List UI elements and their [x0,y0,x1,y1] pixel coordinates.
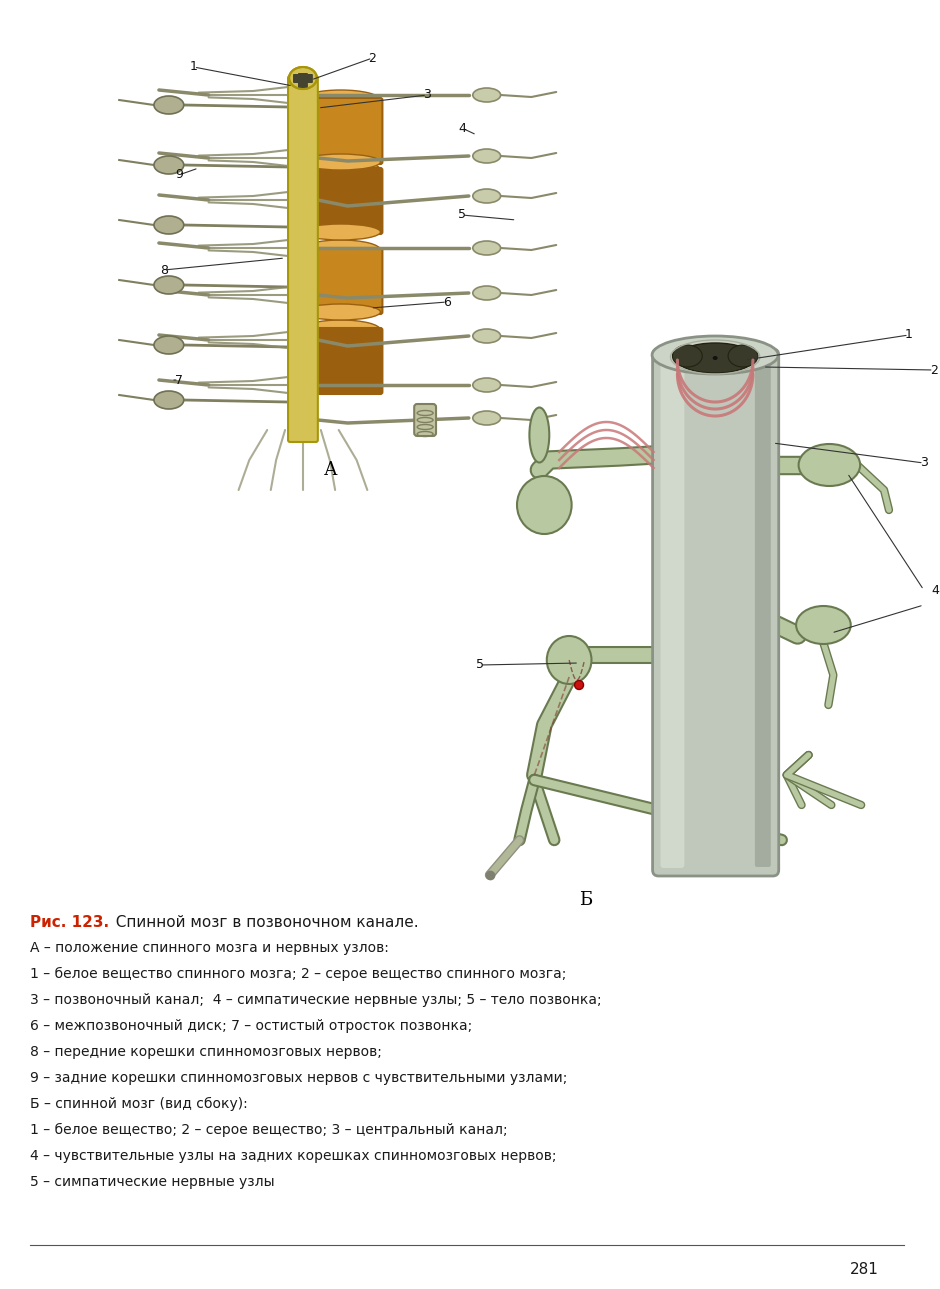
Text: 1: 1 [905,329,913,342]
Ellipse shape [473,378,501,392]
Ellipse shape [672,345,702,367]
Ellipse shape [301,224,381,240]
Ellipse shape [154,217,183,235]
Text: 8 – передние корешки спинномозговых нервов;: 8 – передние корешки спинномозговых нерв… [30,1045,382,1060]
Text: 9 – задние корешки спинномозговых нервов с чувствительными узлами;: 9 – задние корешки спинномозговых нервов… [30,1071,567,1085]
Text: 1: 1 [190,61,197,73]
Ellipse shape [473,241,501,255]
Ellipse shape [652,336,778,374]
Text: 8: 8 [160,263,168,277]
Ellipse shape [796,606,851,644]
Text: 4 – чувствительные узлы на задних корешках спинномозговых нервов;: 4 – чувствительные узлы на задних корешк… [30,1148,556,1163]
FancyBboxPatch shape [652,349,778,877]
Text: 9: 9 [175,169,182,182]
FancyBboxPatch shape [299,98,383,164]
Ellipse shape [547,635,591,684]
Ellipse shape [529,407,549,463]
Text: 7: 7 [175,374,182,387]
Ellipse shape [473,150,501,162]
FancyBboxPatch shape [415,403,436,436]
Ellipse shape [301,90,381,110]
FancyBboxPatch shape [293,73,313,82]
Ellipse shape [154,336,183,354]
FancyBboxPatch shape [661,357,684,867]
Text: Б: Б [579,891,592,909]
Ellipse shape [473,286,501,300]
Text: 6: 6 [443,295,451,308]
Ellipse shape [473,189,501,202]
Text: 3: 3 [423,89,431,102]
Ellipse shape [154,156,183,174]
Text: 4: 4 [932,584,940,597]
Text: 6 – межпозвоночный диск; 7 – остистый отросток позвонка;: 6 – межпозвоночный диск; 7 – остистый от… [30,1020,472,1032]
Ellipse shape [574,681,584,690]
FancyBboxPatch shape [298,73,308,89]
FancyBboxPatch shape [299,247,383,315]
Ellipse shape [301,153,381,170]
FancyBboxPatch shape [288,76,318,442]
Ellipse shape [473,411,501,425]
Ellipse shape [154,95,183,113]
Text: 1 – белое вещество; 2 – серое вещество; 3 – центральный канал;: 1 – белое вещество; 2 – серое вещество; … [30,1123,508,1137]
Ellipse shape [301,320,381,340]
Text: 5 – симпатические нервные узлы: 5 – симпатические нервные узлы [30,1176,274,1188]
Ellipse shape [713,356,717,360]
Text: 1 – белое вещество спинного мозга; 2 – серое вещество спинного мозга;: 1 – белое вещество спинного мозга; 2 – с… [30,967,566,981]
Text: 3 – позвоночный канал;  4 – симпатические нервные узлы; 5 – тело позвонка;: 3 – позвоночный канал; 4 – симпатические… [30,993,602,1007]
Text: 2: 2 [368,52,376,64]
Text: А: А [324,461,337,480]
Text: 5: 5 [458,209,466,222]
Ellipse shape [517,476,572,534]
Text: 2: 2 [930,363,937,376]
Ellipse shape [676,343,755,373]
Ellipse shape [301,160,381,180]
Text: 5: 5 [476,659,484,672]
Ellipse shape [301,304,381,320]
Ellipse shape [473,88,501,102]
Ellipse shape [473,329,501,343]
Ellipse shape [154,391,183,409]
Ellipse shape [728,345,758,367]
Text: 3: 3 [920,456,928,469]
Text: А – положение спинного мозга и нервных узлов:: А – положение спинного мозга и нервных у… [30,941,388,955]
Text: 4: 4 [458,121,466,134]
Ellipse shape [301,240,381,260]
FancyBboxPatch shape [299,168,383,235]
Text: Рис. 123.: Рис. 123. [30,915,109,929]
Text: 281: 281 [850,1262,879,1277]
FancyBboxPatch shape [755,358,771,867]
Ellipse shape [799,443,860,486]
Ellipse shape [154,276,183,294]
FancyBboxPatch shape [299,327,383,394]
Text: Б – спинной мозг (вид сбоку):: Б – спинной мозг (вид сбоку): [30,1097,247,1111]
Text: Спинной мозг в позвоночном канале.: Спинной мозг в позвоночном канале. [106,915,419,929]
Ellipse shape [289,67,317,89]
